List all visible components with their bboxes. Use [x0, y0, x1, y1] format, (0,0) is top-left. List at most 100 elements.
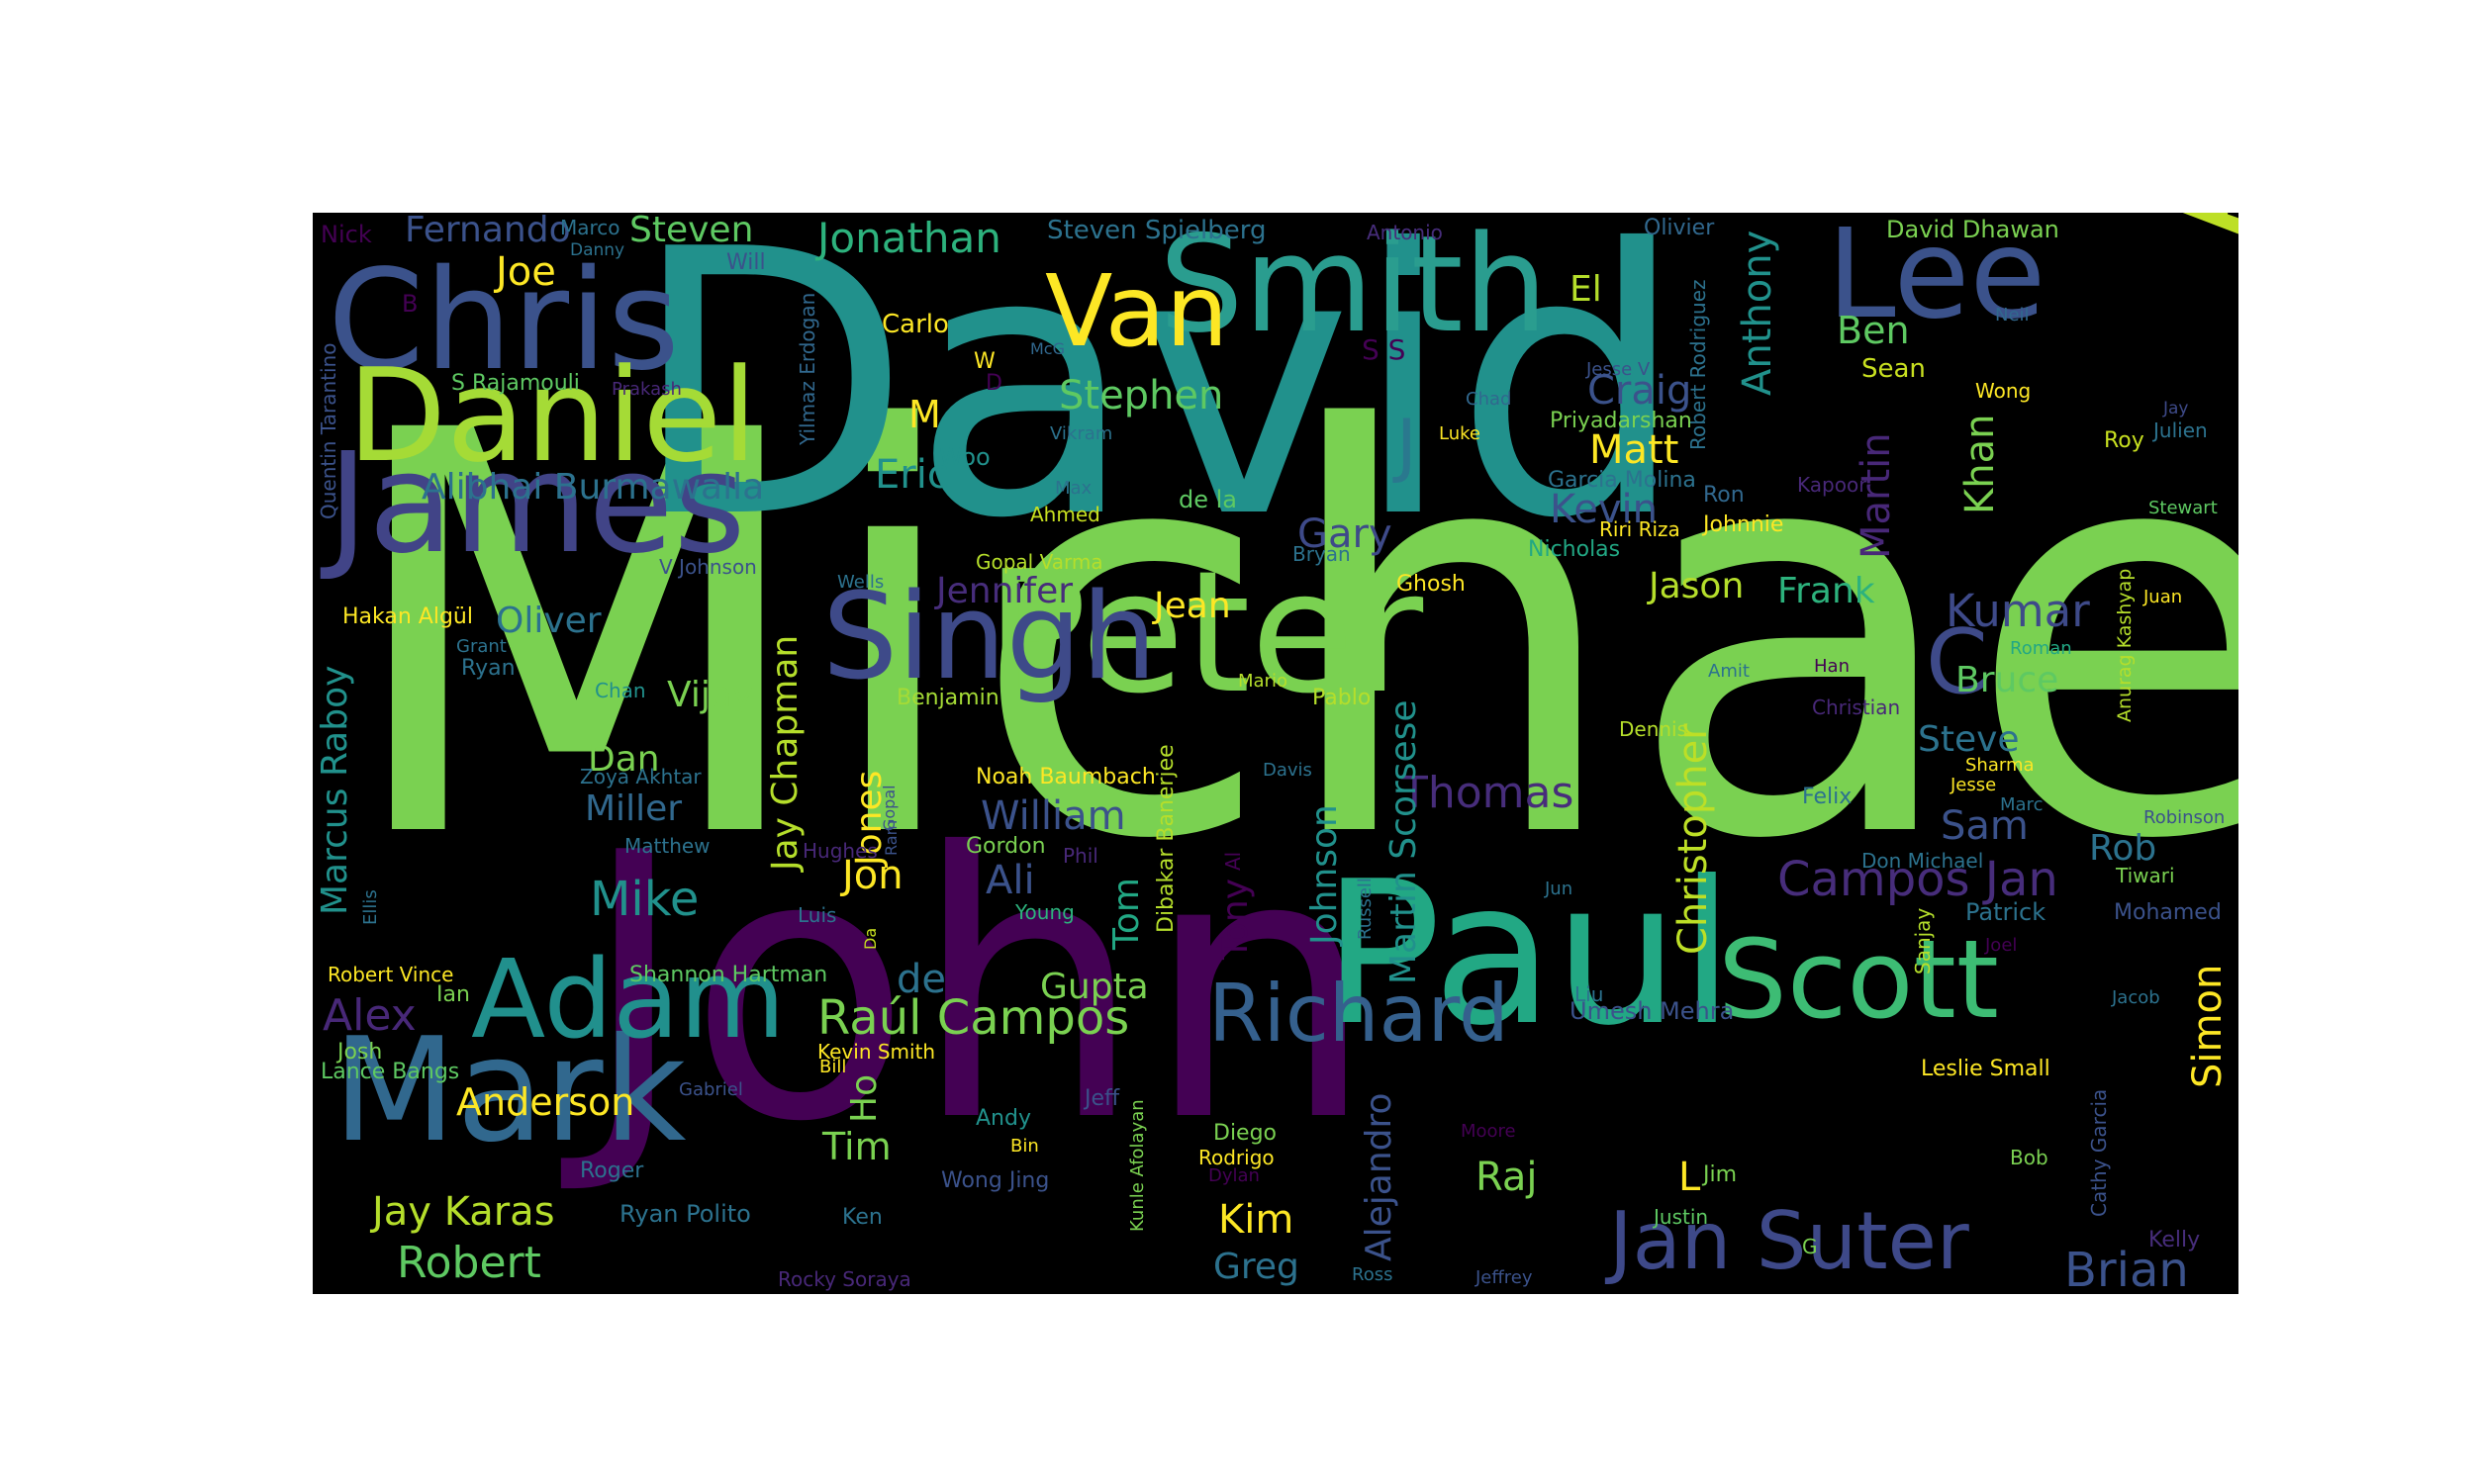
word-anthony: Anthony	[1735, 230, 1780, 396]
word-lee: Lee	[1827, 213, 2046, 346]
word-kim: Kim	[1218, 1197, 1294, 1243]
word-sharma: Sharma	[1965, 755, 2035, 776]
word-grant: Grant	[456, 636, 507, 657]
word-david-dhawan: David Dhawan	[1886, 216, 2059, 243]
word-miller: Miller	[585, 788, 683, 829]
word-william: William	[981, 793, 1126, 839]
word-christopher: Christopher	[1670, 723, 1716, 955]
word-justin: Justin	[1654, 1205, 1709, 1229]
word-jason: Jason	[1649, 566, 1745, 606]
word-priyadarshan: Priyadarshan	[1550, 409, 1692, 433]
word-amit: Amit	[1708, 661, 1750, 682]
word-m: M	[908, 393, 941, 436]
word-don-michael: Don Michael	[1861, 849, 1984, 873]
word-kelly: Kelly	[2148, 1228, 2201, 1252]
word-felix: Felix	[1802, 785, 1853, 809]
word-tiwari: Tiwari	[2116, 864, 2175, 887]
word-jennifer: Jennifer	[936, 571, 1074, 611]
word-james: James	[328, 423, 746, 585]
word-simon: Simon	[2185, 964, 2231, 1088]
word-s-rajamouli: S Rajamouli	[451, 371, 580, 396]
word-ho: Ho	[844, 1073, 885, 1123]
word-greg: Greg	[1213, 1247, 1299, 1287]
word-chris: Chris	[328, 240, 680, 402]
word-ben: Ben	[1837, 309, 1910, 352]
word-johnson: Johnson	[1304, 804, 1345, 945]
word-d: D	[986, 371, 1002, 396]
word-rob: Rob	[2089, 828, 2157, 869]
word-mario: Mario	[1238, 671, 1287, 692]
word-w: W	[974, 349, 996, 374]
word-nicholas: Nicholas	[1528, 537, 1621, 562]
word-ra-l-campos: Raúl Campos	[817, 990, 1130, 1046]
word-bryan: Bryan	[1292, 542, 1351, 566]
word-matt: Matt	[1589, 427, 1679, 473]
word-kunle-afolayan: Kunle Afolayan	[1127, 1099, 1148, 1232]
word-umesh-mehra: Umesh Mehra	[1570, 997, 1735, 1025]
word-alex: Alex	[323, 990, 417, 1041]
word-eric: Eric	[875, 452, 949, 498]
word-pablo: Pablo	[1312, 686, 1372, 710]
word-joel: Joel	[1985, 935, 2018, 956]
word-han: Han	[1814, 656, 1850, 677]
word-jon: Jon	[842, 853, 904, 898]
word-yilmaz-erdogan: Yilmaz Erdogan	[796, 292, 819, 445]
word-campos-jan: Campos Jan	[1777, 852, 2058, 907]
word-ghosh: Ghosh	[1396, 572, 1466, 597]
word-tim: Tim	[822, 1125, 892, 1168]
word-prakash: Prakash	[612, 379, 682, 400]
word-josh: Josh	[337, 1040, 383, 1065]
word-jay-karas: Jay Karas	[372, 1189, 555, 1235]
word-davis: Davis	[1263, 760, 1312, 781]
word-jan-suter: Jan Suter	[1609, 1195, 1969, 1287]
word-ross: Ross	[1352, 1264, 1393, 1285]
word-woo: Woo	[939, 443, 991, 471]
word-rocky-soraya: Rocky Soraya	[778, 1267, 911, 1291]
word-j: J	[1396, 405, 1417, 486]
word-adam: Adam	[471, 936, 786, 1063]
word-danny: Danny	[570, 240, 625, 260]
word-jesse: Jesse	[1951, 775, 1997, 795]
word-ken: Ken	[842, 1205, 883, 1230]
word-kumar: Kumar	[1946, 585, 2090, 637]
word-michael: Michael	[337, 316, 2238, 961]
word-leslie-small: Leslie Small	[1921, 1057, 2050, 1081]
word-jacob: Jacob	[2112, 987, 2160, 1008]
word-russell: Russell	[1355, 878, 1376, 940]
word-nick: Nick	[321, 221, 372, 248]
word-marco: Marco	[560, 216, 620, 239]
word-chan: Chan	[595, 679, 646, 702]
word-jonathan: Jonathan	[817, 214, 1001, 262]
word-g: G	[1802, 1235, 1818, 1258]
word-luke: Luke	[1439, 423, 1480, 444]
word-robinson: Robinson	[2143, 807, 2226, 828]
word-jeffrey: Jeffrey	[1475, 1267, 1533, 1288]
word-hakan-alg-l: Hakan Algül	[342, 604, 473, 629]
word-bill: Bill	[819, 1057, 847, 1077]
word-david: David	[629, 213, 1687, 599]
word-martin-scorsese: Martin Scorsese	[1383, 699, 1424, 984]
word-smith: Smith	[1159, 213, 1549, 362]
word-joe: Joe	[496, 249, 556, 295]
word-steven-spielberg: Steven Spielberg	[1047, 216, 1267, 245]
word-neil: Neil	[1995, 305, 2030, 325]
word-stephen: Stephen	[1059, 373, 1224, 418]
word-ram: Ram	[882, 819, 901, 856]
word-bin: Bin	[1010, 1136, 1039, 1157]
word-lance-bangs: Lance Bangs	[321, 1060, 460, 1084]
word-jay-chapman: Jay Chapman	[765, 634, 806, 871]
word-andy: Andy	[976, 1106, 1031, 1131]
word-julien: Julien	[2153, 418, 2208, 442]
word-v-johnson: V Johnson	[659, 555, 757, 579]
word-fernando: Fernando	[405, 213, 571, 250]
word-el: El	[1570, 269, 1602, 310]
word-bob: Bob	[2010, 1146, 2048, 1169]
word-jun: Jun	[1545, 879, 1573, 899]
word-kevin: Kevin	[1550, 487, 1658, 532]
word-kapoor: Kapoor	[1797, 473, 1867, 497]
word-steven: Steven	[629, 213, 754, 250]
word-hughes: Hughes	[803, 839, 878, 863]
word-chad: Chad	[1466, 389, 1512, 410]
word-mike: Mike	[590, 872, 700, 927]
word-tom: Tom	[1106, 878, 1147, 950]
